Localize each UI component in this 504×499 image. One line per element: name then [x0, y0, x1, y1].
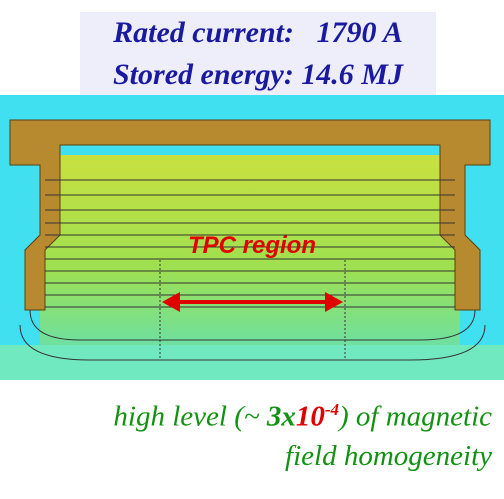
caption-exponent: -4: [325, 400, 339, 419]
caption-base: 10: [296, 401, 325, 433]
caption-line: high level (~ 3x10-4) of magnetic: [113, 400, 492, 434]
slide: Rated current: 1790 A Stored energy: 14.…: [0, 0, 504, 499]
caption-text: high level (~: [113, 401, 266, 433]
header-line: Rated current: 1790 A: [80, 12, 436, 54]
header-box: Rated current: 1790 A Stored energy: 14.…: [80, 12, 436, 102]
caption-text: ) of magnetic: [339, 401, 492, 433]
caption-bold: 3x: [267, 401, 296, 433]
field-map: TPC region: [0, 95, 504, 380]
header-line: Stored energy: 14.6 MJ: [80, 54, 436, 96]
region-label: TPC region: [188, 232, 316, 259]
caption-line: field homogeneity: [285, 440, 492, 473]
